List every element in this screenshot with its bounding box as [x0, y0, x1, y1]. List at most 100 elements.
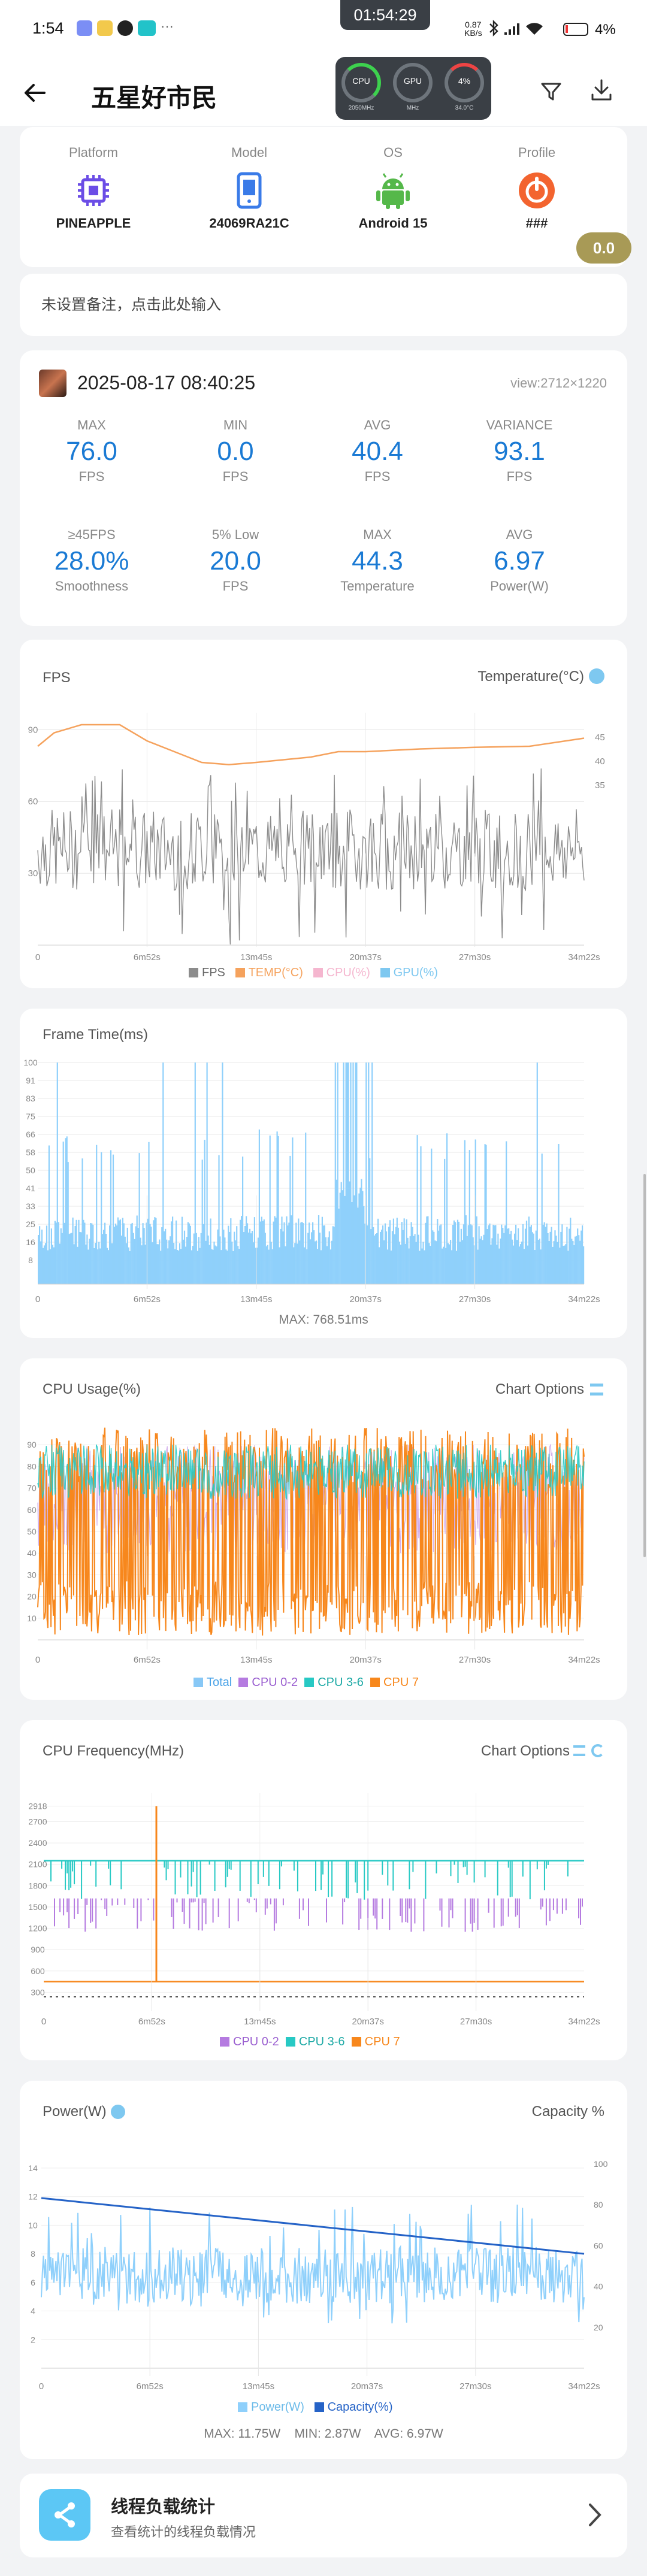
legend-freq-cpu02[interactable]: CPU 0-2: [220, 2035, 279, 2048]
frametime-bar: [458, 1221, 459, 1284]
legend-cpu36[interactable]: CPU 3-6: [304, 1676, 364, 1689]
frametime-bar: [59, 1243, 61, 1284]
frametime-bar: [307, 1233, 309, 1284]
refresh-icon[interactable]: [591, 1744, 604, 1757]
frametime-bar: [434, 1240, 436, 1284]
info-icon[interactable]: [589, 668, 604, 684]
frametime-bar: [413, 1236, 415, 1284]
thread-load-card[interactable]: 线程负载统计 查看统计的线程负载情况: [20, 2474, 627, 2557]
frametime-bar: [256, 1248, 258, 1284]
frametime-bar: [415, 1242, 417, 1284]
list-icon[interactable]: [573, 1745, 585, 1756]
frametime-bar: [218, 1155, 220, 1284]
legend-cpu[interactable]: CPU(%): [313, 966, 370, 979]
legend-freq-cpu7[interactable]: CPU 7: [351, 2035, 400, 2048]
frametime-bar: [566, 1227, 568, 1284]
frametime-bar: [291, 1215, 292, 1284]
frametime-bar: [334, 1063, 336, 1284]
temp-axis-label[interactable]: Temperature(°C): [477, 668, 584, 685]
legend-gpu[interactable]: GPU(%): [380, 966, 438, 979]
legend-capacity[interactable]: Capacity(%): [314, 2401, 392, 2414]
frametime-bar: [479, 1239, 481, 1284]
cpu-usage-options[interactable]: Chart Options: [495, 1381, 584, 1397]
frametime-bar: [427, 1216, 429, 1284]
stat-title: MAX: [77, 417, 106, 432]
cpu-freq-options[interactable]: Chart Options: [480, 1743, 570, 1759]
y-tick-label: 6: [31, 2278, 35, 2287]
frametime-bar: [189, 1225, 191, 1284]
frametime-bar: [353, 1195, 355, 1284]
frametime-bar: [519, 1244, 522, 1284]
frametime-bar: [461, 1240, 463, 1284]
download-icon[interactable]: [588, 77, 615, 104]
frametime-bar: [564, 1245, 566, 1284]
frametime-bar: [514, 1233, 516, 1284]
frametime-bar: [338, 1208, 340, 1284]
frametime-bar: [91, 1223, 93, 1284]
filter-icon[interactable]: [537, 78, 565, 105]
more-dots-icon: ···: [161, 19, 174, 34]
frametime-bar: [569, 1228, 570, 1284]
scrollbar-thumb[interactable]: [643, 1174, 646, 1557]
temp-gauge: 4%: [445, 63, 484, 102]
power-chart[interactable]: 14 12 10 8 6 4 2 100 80 60 40 20 0 6m52s 13m45s 20m37s 2…: [20, 2081, 627, 2459]
cpu-usage-chart[interactable]: 90 80 70 60 50 40 30 20 10 0 6m52s 13m45s 20m37s 27m3…: [20, 1358, 627, 1700]
y-tick-label: 1800: [28, 1881, 47, 1890]
frametime-bar: [48, 1145, 50, 1284]
cpu-freq-title: CPU Frequency(MHz): [43, 1743, 185, 1759]
y-tick-label: 10: [28, 2220, 38, 2230]
info-icon[interactable]: [111, 2105, 125, 2119]
legend-freq-cpu36[interactable]: CPU 3-6: [285, 2035, 345, 2048]
note-card[interactable]: 未设置备注，点击此处输入: [20, 274, 627, 336]
frametime-bar: [198, 1237, 199, 1284]
status-time: 1:54: [32, 19, 64, 37]
frametime-bar: [136, 1215, 138, 1284]
frametime-bar: [507, 1228, 509, 1284]
legend-power[interactable]: Power(W): [238, 2401, 304, 2414]
frametime-bar: [489, 1223, 491, 1284]
frametime-bar: [183, 1230, 186, 1284]
legend-cpu7[interactable]: CPU 7: [370, 1676, 419, 1689]
frametime-bar: [206, 1063, 208, 1284]
frametime-bar: [144, 1245, 146, 1284]
frametime-bar: [246, 1223, 249, 1284]
frametime-bar: [452, 1225, 454, 1284]
app-icon-2: [97, 20, 113, 36]
profile-icon: [519, 172, 555, 208]
legend-temp[interactable]: TEMP(°C): [235, 966, 303, 979]
frametime-bar: [455, 1251, 458, 1284]
y-tick-label: 70: [27, 1484, 37, 1493]
frametime-bar: [386, 1249, 389, 1284]
y-tick-label: 66: [26, 1130, 35, 1139]
legend-fps[interactable]: FPS: [189, 966, 225, 979]
frametime-bar: [258, 1129, 260, 1284]
frametime-bar: [480, 1236, 482, 1284]
frametime-bar: [104, 1222, 106, 1284]
frametime-bar: [199, 1248, 201, 1284]
note-placeholder[interactable]: 未设置备注，点击此处输入: [41, 296, 222, 313]
chevron-right-icon[interactable]: [584, 2501, 606, 2529]
frametime-bar: [422, 1242, 424, 1284]
frametime-bar: [403, 1218, 405, 1284]
list-icon[interactable]: [590, 1384, 603, 1396]
perf-overlay-hub[interactable]: CPU 2050MHz GPU MHz 4% 34.0°C: [335, 57, 491, 120]
frametime-bar: [117, 1217, 119, 1284]
back-arrow-icon[interactable]: [22, 79, 49, 107]
model-value: 24069RA21C: [209, 216, 289, 231]
stat-value: 28.0%: [54, 546, 129, 576]
cpu-freq-chart[interactable]: 2918 2700 2400 2100 1800 1500 1200 900 600 300 0 6m…: [20, 1720, 627, 2060]
frametime-bar: [549, 1231, 551, 1284]
y-tick-label: 900: [31, 1945, 45, 1954]
frametime-bar: [262, 1221, 264, 1284]
frametime-bar: [547, 1233, 549, 1284]
frametime-chart[interactable]: 100 91 83 75 66 58 50 41 33 25 16 8 0 6m52s 13m45s 20m3…: [20, 1009, 627, 1338]
fps-chart[interactable]: 90 60 30 45 40 35 0 6m52s 13m45s 20m37s 27m30s 34m2…: [20, 640, 627, 988]
frametime-bar: [171, 1221, 173, 1284]
score-badge[interactable]: 0.0: [576, 232, 631, 264]
frametime-bar: [521, 1242, 523, 1284]
frametime-bar: [132, 1233, 134, 1284]
stat-variance: VARIANCE 93.1 FPS: [448, 417, 591, 485]
legend-cpu02[interactable]: CPU 0-2: [238, 1676, 298, 1689]
frametime-bar: [234, 1231, 235, 1284]
legend-total[interactable]: Total: [194, 1676, 232, 1689]
